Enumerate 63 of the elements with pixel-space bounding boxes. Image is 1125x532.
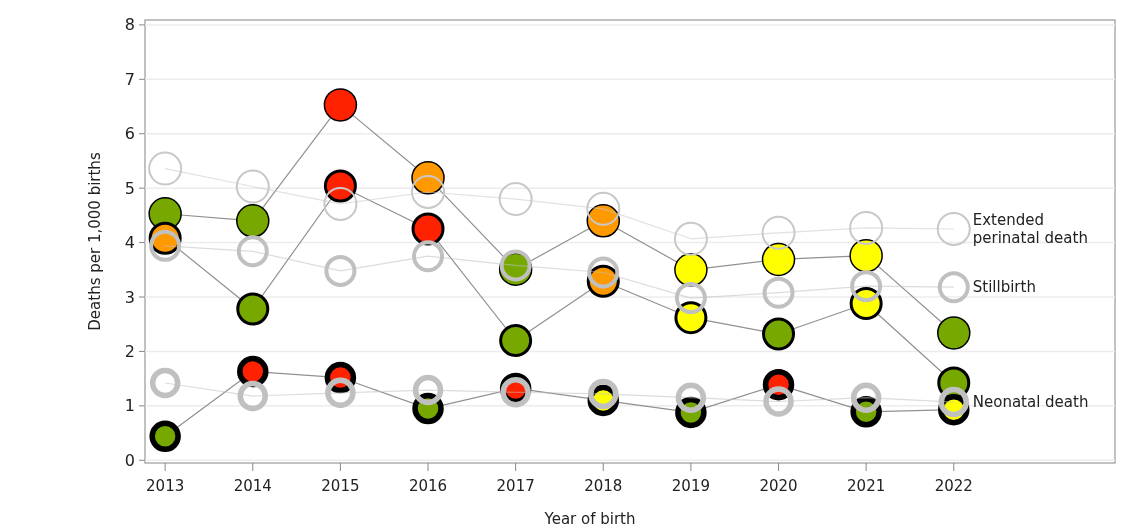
point (761, 242, 796, 277)
point (237, 355, 269, 388)
x-tick-label: 2016 (408, 477, 448, 495)
y-tick-label: 0 (124, 450, 135, 470)
point (411, 175, 446, 209)
point (237, 380, 269, 412)
point (763, 386, 794, 417)
point (235, 169, 270, 204)
point (412, 374, 444, 406)
x-tick-label: 2019 (671, 477, 710, 495)
point (936, 212, 971, 246)
point (673, 221, 708, 256)
y-tick-label: 1 (124, 396, 135, 416)
point (586, 191, 621, 226)
y-tick-label: 4 (124, 233, 135, 253)
x-tick-label: 2014 (233, 477, 272, 495)
y-tick-label: 6 (124, 124, 135, 144)
point (762, 317, 796, 351)
series-label: Neonatal death (972, 393, 1089, 412)
point (674, 282, 707, 315)
x-tick-label: 2017 (496, 477, 535, 495)
series-label: Stillbirth (972, 278, 1036, 297)
point (236, 235, 269, 268)
point (761, 215, 796, 250)
point (236, 204, 270, 238)
point (498, 182, 533, 217)
point (412, 240, 445, 273)
point (674, 253, 708, 287)
x-tick-label: 2015 (321, 477, 360, 495)
point (236, 292, 270, 326)
point (937, 271, 970, 304)
point (587, 256, 620, 289)
point (762, 276, 795, 309)
point (324, 254, 357, 287)
x-tick-label: 2021 (847, 477, 886, 495)
y-tick-label: 7 (124, 69, 135, 89)
x-tick-label: 2020 (759, 477, 798, 495)
y-tick-label: 8 (124, 15, 135, 35)
point (325, 377, 356, 409)
point (411, 161, 445, 195)
point (586, 204, 621, 238)
x-tick-label: 2022 (934, 477, 973, 495)
point (323, 186, 358, 221)
y-tick-label: 3 (124, 287, 135, 307)
point (850, 270, 883, 303)
point (499, 324, 533, 358)
point (849, 210, 884, 245)
x-tick-label: 2013 (146, 477, 185, 495)
point (938, 386, 970, 418)
y-tick-label: 5 (124, 178, 135, 198)
point (148, 151, 183, 186)
point (849, 238, 883, 273)
point (149, 229, 182, 262)
y-tick-label: 2 (124, 342, 135, 362)
point (588, 378, 619, 410)
point (850, 382, 882, 413)
x-tick-label: 2018 (584, 477, 623, 495)
x-axis-title: Year of birth (543, 510, 636, 528)
y-axis-title: Deaths per 1,000 births (86, 152, 104, 331)
series-label: Extended perinatal death (972, 211, 1088, 248)
point (149, 367, 181, 399)
point (675, 382, 707, 413)
point (937, 316, 971, 350)
